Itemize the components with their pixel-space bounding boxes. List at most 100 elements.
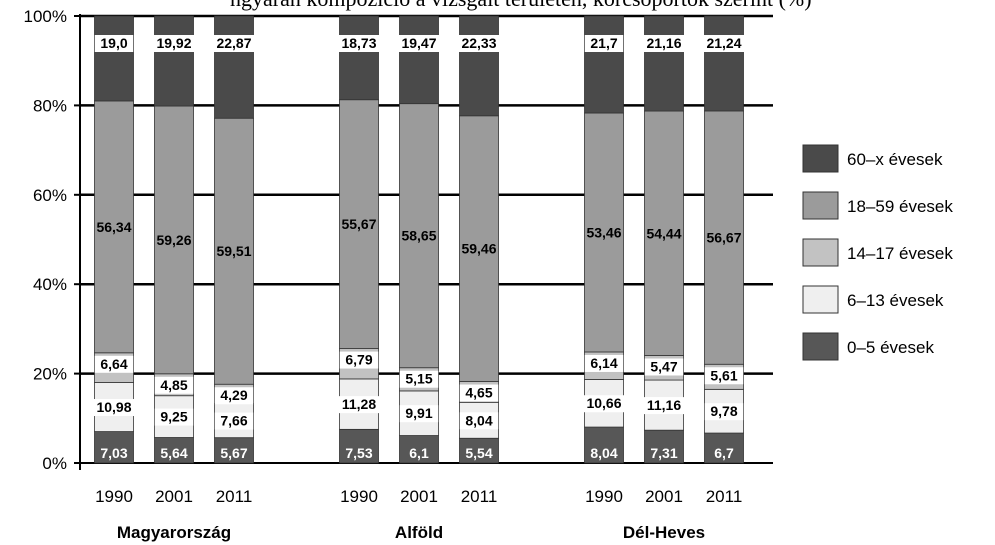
bar-segment bbox=[644, 429, 684, 464]
legend-label: 60–x évesek bbox=[847, 150, 943, 169]
data-label: 22,33 bbox=[461, 35, 496, 51]
data-label: 21,16 bbox=[646, 35, 681, 51]
data-label: 7,53 bbox=[345, 445, 372, 461]
label-bg bbox=[584, 35, 624, 52]
bar-stack: 8,04 10,66 6,14 53,46 21,7 bbox=[580, 15, 628, 464]
legend-swatch bbox=[802, 332, 839, 361]
bar-stack: 5,54 8,04 4,65 59,46 22,33 bbox=[455, 15, 503, 464]
data-label: 19,92 bbox=[156, 35, 191, 51]
data-label: 18,73 bbox=[341, 35, 376, 51]
legend-label: 0–5 évesek bbox=[847, 338, 934, 357]
data-label: 6,1 bbox=[409, 445, 429, 461]
data-label: 6,7 bbox=[714, 445, 734, 461]
y-tick-label: 100% bbox=[24, 7, 67, 26]
label-bg bbox=[399, 405, 439, 423]
bar-segment bbox=[94, 431, 134, 464]
data-label: 5,67 bbox=[220, 445, 247, 461]
data-label: 58,65 bbox=[401, 228, 436, 244]
bar-stack: 6,1 9,91 5,15 58,65 19,47 bbox=[395, 15, 443, 464]
data-label: 5,61 bbox=[710, 367, 737, 383]
x-tick-label: 1990 bbox=[585, 487, 623, 506]
data-label: 59,26 bbox=[156, 232, 191, 248]
label-bg bbox=[700, 35, 748, 52]
x-tick-label: 1990 bbox=[340, 487, 378, 506]
data-label: 10,98 bbox=[96, 399, 131, 415]
data-label: 7,03 bbox=[100, 445, 127, 461]
bar-segment bbox=[584, 112, 624, 353]
data-label: 21,7 bbox=[590, 35, 617, 51]
data-label: 7,66 bbox=[220, 413, 247, 429]
bar-stack: 5,64 9,25 4,85 59,26 19,92 bbox=[150, 15, 198, 464]
label-bg bbox=[214, 412, 254, 430]
legend-swatch bbox=[802, 285, 839, 314]
bar-segment bbox=[644, 110, 684, 356]
x-tick-label: 2011 bbox=[461, 487, 498, 506]
legend-item: 0–5 évesek bbox=[802, 332, 934, 361]
label-bg bbox=[335, 396, 383, 414]
label-bg bbox=[210, 35, 258, 52]
bar-stack: 6,7 9,78 5,61 56,67 21,24 bbox=[700, 15, 748, 464]
label-bg bbox=[640, 35, 688, 52]
data-label: 5,54 bbox=[465, 445, 492, 461]
label-bg bbox=[459, 412, 499, 430]
x-tick-label: 2011 bbox=[706, 487, 743, 506]
y-tick-label: 40% bbox=[33, 275, 67, 294]
bar-segment bbox=[154, 437, 194, 464]
data-label: 54,44 bbox=[646, 225, 681, 241]
bar-segment bbox=[339, 99, 379, 349]
label-bg bbox=[94, 355, 134, 373]
label-bg bbox=[395, 35, 443, 52]
label-bg bbox=[640, 397, 688, 415]
legend: 60–x évesek 18–59 évesek 14–17 évesek 6–13 … bbox=[802, 144, 953, 361]
y-tick-label: 60% bbox=[33, 186, 67, 205]
legend-label: 14–17 évesek bbox=[847, 244, 953, 263]
data-label: 53,46 bbox=[586, 224, 621, 240]
data-label: 4,85 bbox=[160, 377, 187, 393]
data-label: 5,15 bbox=[405, 371, 432, 387]
data-label: 22,87 bbox=[216, 35, 251, 51]
data-label: 4,29 bbox=[220, 387, 247, 403]
data-label: 8,04 bbox=[590, 445, 617, 461]
label-bg bbox=[580, 395, 628, 413]
data-label: 6,79 bbox=[345, 352, 372, 368]
data-label: 4,65 bbox=[465, 385, 492, 401]
bar-segment bbox=[154, 105, 194, 375]
x-tick-label: 2011 bbox=[216, 487, 253, 506]
bar-segment bbox=[94, 100, 134, 354]
x-tick-label: 2001 bbox=[155, 487, 193, 506]
data-label: 10,66 bbox=[586, 395, 621, 411]
bar-segment bbox=[584, 15, 624, 114]
chart-header-fragment: ngyarán kompozíció a vizsgált területen,… bbox=[230, 0, 812, 11]
x-tick-label: 2001 bbox=[645, 487, 683, 506]
bar-segment bbox=[459, 437, 499, 464]
label-bg bbox=[644, 358, 684, 376]
bar-segment bbox=[339, 15, 379, 101]
bar-segment bbox=[644, 15, 684, 112]
group-label: Magyarország bbox=[117, 523, 231, 542]
legend-label: 6–13 évesek bbox=[847, 291, 944, 310]
label-bg bbox=[459, 384, 499, 402]
bar-segment bbox=[704, 15, 744, 112]
data-label: 56,34 bbox=[96, 219, 131, 235]
data-label: 6,64 bbox=[100, 356, 127, 372]
bar-segment bbox=[459, 115, 499, 382]
bar-segment bbox=[399, 15, 439, 105]
bar-segment bbox=[459, 15, 499, 117]
label-bg bbox=[150, 35, 198, 52]
data-label: 5,64 bbox=[160, 445, 187, 461]
group-label: Alföld bbox=[395, 523, 443, 542]
legend-swatch bbox=[802, 144, 839, 173]
y-tick-label: 80% bbox=[33, 96, 67, 115]
label-bg bbox=[154, 376, 194, 394]
legend-item: 14–17 évesek bbox=[802, 238, 953, 267]
bar-segment bbox=[399, 103, 439, 369]
label-bg bbox=[455, 35, 503, 52]
legend-item: 60–x évesek bbox=[802, 144, 943, 173]
data-label: 9,25 bbox=[160, 409, 187, 425]
label-bg bbox=[90, 399, 138, 417]
y-axis: 0% 20% 40% 60% 80% 100% bbox=[24, 7, 81, 473]
bar-stack: 7,03 10,98 6,64 56,34 19,0 bbox=[90, 15, 138, 464]
data-label: 59,46 bbox=[461, 241, 496, 257]
label-bg bbox=[584, 354, 624, 372]
bar-segment bbox=[214, 15, 254, 119]
